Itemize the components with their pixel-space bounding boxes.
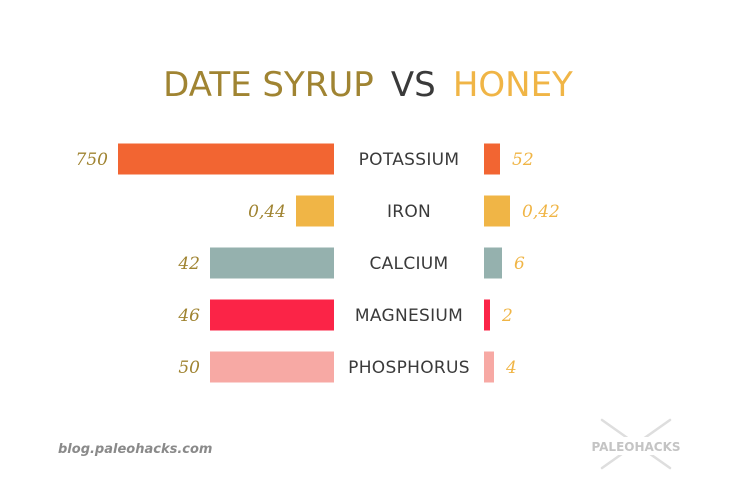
bar-date-syrup-potassium bbox=[118, 143, 334, 175]
bar-date-syrup-phosphorus bbox=[210, 351, 334, 383]
row-phosphorus: PHOSPHORUS 50 4 bbox=[178, 351, 517, 383]
logo-text: PALEOHACKS bbox=[591, 440, 680, 454]
bar-honey-phosphorus bbox=[484, 351, 494, 383]
value-date-syrup-iron: 0,44 bbox=[248, 202, 286, 222]
bar-honey-iron bbox=[484, 195, 510, 227]
category-label-calcium: CALCIUM bbox=[369, 254, 448, 274]
value-honey-magnesium: 2 bbox=[501, 306, 513, 326]
value-honey-potassium: 52 bbox=[512, 150, 534, 170]
category-label-phosphorus: PHOSPHORUS bbox=[348, 358, 470, 378]
bar-honey-calcium bbox=[484, 247, 502, 279]
value-date-syrup-phosphorus: 50 bbox=[178, 358, 200, 378]
category-label-potassium: POTASSIUM bbox=[359, 150, 460, 170]
title-date-syrup: DATE SYRUP bbox=[163, 65, 374, 105]
chart-title: DATE SYRUP VS HONEY bbox=[163, 65, 573, 105]
title-vs: VS bbox=[391, 65, 436, 105]
row-magnesium: MAGNESIUM 46 2 bbox=[177, 299, 513, 331]
value-honey-calcium: 6 bbox=[514, 254, 525, 274]
bar-date-syrup-calcium bbox=[210, 247, 334, 279]
source-url: blog.paleohacks.com bbox=[58, 442, 212, 457]
value-date-syrup-calcium: 42 bbox=[177, 254, 200, 274]
bar-honey-magnesium bbox=[484, 299, 490, 331]
category-label-magnesium: MAGNESIUM bbox=[355, 306, 463, 326]
value-date-syrup-magnesium: 46 bbox=[177, 306, 200, 326]
row-calcium: CALCIUM 42 6 bbox=[177, 247, 525, 279]
title-honey: HONEY bbox=[453, 65, 573, 105]
row-iron: IRON 0,44 0,42 bbox=[248, 195, 560, 227]
bar-date-syrup-magnesium bbox=[210, 299, 334, 331]
category-label-iron: IRON bbox=[387, 202, 431, 222]
value-date-syrup-potassium: 750 bbox=[76, 150, 109, 170]
paleohacks-logo: PALEOHACKS bbox=[591, 418, 681, 470]
value-honey-iron: 0,42 bbox=[522, 202, 560, 222]
row-potassium: POTASSIUM 750 52 bbox=[76, 143, 534, 175]
value-honey-phosphorus: 4 bbox=[505, 358, 517, 378]
bar-honey-potassium bbox=[484, 143, 500, 175]
logo-band bbox=[598, 437, 674, 455]
bar-date-syrup-iron bbox=[296, 195, 334, 227]
